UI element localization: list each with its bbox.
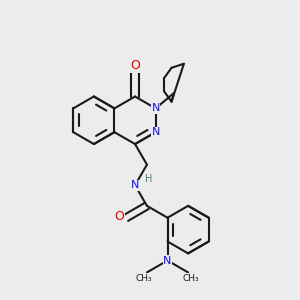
- Text: N: N: [131, 180, 139, 190]
- Text: N: N: [152, 103, 160, 113]
- Text: N: N: [163, 256, 172, 266]
- Text: H: H: [145, 174, 152, 184]
- Text: O: O: [130, 59, 140, 72]
- Text: O: O: [114, 210, 124, 223]
- Text: CH₃: CH₃: [182, 274, 199, 283]
- Text: N: N: [152, 127, 160, 137]
- Text: CH₃: CH₃: [136, 274, 153, 283]
